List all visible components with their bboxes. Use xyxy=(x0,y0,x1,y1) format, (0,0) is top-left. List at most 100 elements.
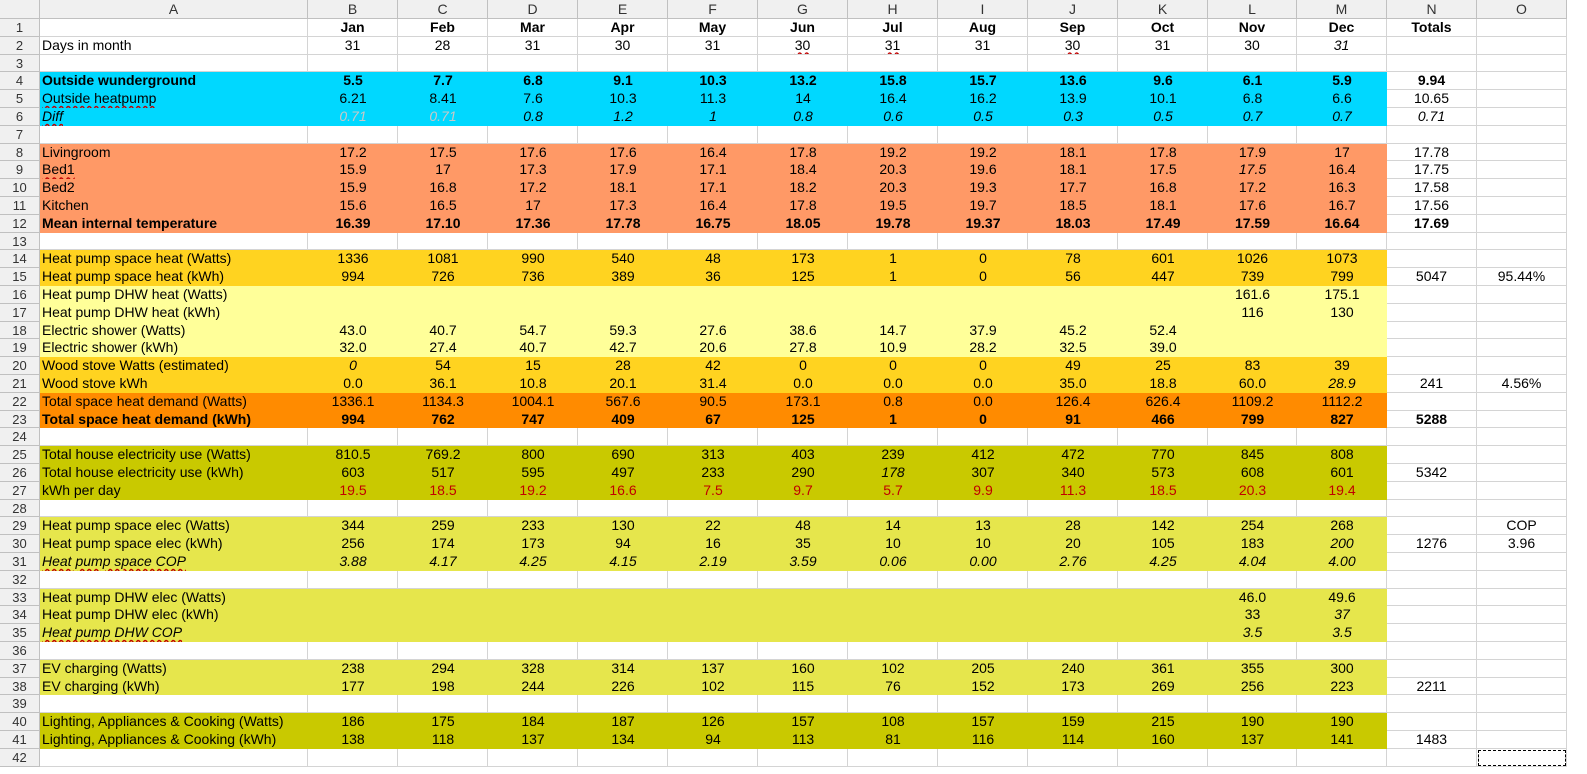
cell-a38[interactable]: EV charging (kWh) xyxy=(40,677,308,696)
cell-c32[interactable] xyxy=(398,570,488,589)
cell-d7[interactable] xyxy=(488,125,578,144)
row-header-22[interactable]: 22 xyxy=(0,392,40,411)
cell-j38[interactable]: 173 xyxy=(1028,677,1118,696)
row-header-35[interactable]: 35 xyxy=(0,624,40,642)
cell-g29[interactable]: 48 xyxy=(758,517,848,536)
cell-m22[interactable]: 1112.2 xyxy=(1297,392,1387,411)
cell-n26[interactable]: 5342 xyxy=(1387,464,1477,482)
cell-k1[interactable]: Oct xyxy=(1118,19,1208,37)
cell-o39[interactable] xyxy=(1477,695,1567,714)
cell-l14[interactable]: 1026 xyxy=(1208,250,1297,269)
cell-l16[interactable]: 161.6 xyxy=(1208,286,1297,304)
cell-k40[interactable]: 215 xyxy=(1118,713,1208,731)
cell-o23[interactable] xyxy=(1477,410,1567,429)
cell-j1[interactable]: Sep xyxy=(1028,19,1118,37)
cell-d38[interactable]: 244 xyxy=(488,677,578,696)
cell-b3[interactable] xyxy=(308,54,398,73)
cell-m7[interactable] xyxy=(1297,125,1387,144)
cell-n41[interactable]: 1483 xyxy=(1387,731,1477,749)
cell-d20[interactable]: 15 xyxy=(488,357,578,375)
cell-c35[interactable] xyxy=(398,624,488,642)
cell-j11[interactable]: 18.5 xyxy=(1028,197,1118,215)
cell-e3[interactable] xyxy=(578,54,668,73)
cell-a11[interactable]: Kitchen xyxy=(40,197,308,215)
row-header-17[interactable]: 17 xyxy=(0,303,40,322)
cell-e19[interactable]: 42.7 xyxy=(578,339,668,358)
row-header-4[interactable]: 4 xyxy=(0,72,40,91)
cell-h35[interactable] xyxy=(848,624,938,642)
cell-i20[interactable]: 0 xyxy=(938,357,1028,375)
cell-l17[interactable]: 116 xyxy=(1208,303,1297,322)
cell-k5[interactable]: 10.1 xyxy=(1118,90,1208,108)
cell-h23[interactable]: 1 xyxy=(848,410,938,429)
cell-m15[interactable]: 799 xyxy=(1297,268,1387,286)
cell-f18[interactable]: 27.6 xyxy=(668,321,758,340)
cell-i12[interactable]: 19.37 xyxy=(938,214,1028,233)
cell-k29[interactable]: 142 xyxy=(1118,517,1208,536)
cell-g38[interactable]: 115 xyxy=(758,677,848,696)
cell-l35[interactable]: 3.5 xyxy=(1208,624,1297,642)
cell-o27[interactable] xyxy=(1477,481,1567,500)
cell-a27[interactable]: kWh per day xyxy=(40,481,308,500)
cell-e29[interactable]: 130 xyxy=(578,517,668,536)
cell-m42[interactable] xyxy=(1297,748,1387,767)
cell-f4[interactable]: 10.3 xyxy=(668,72,758,91)
cell-g13[interactable] xyxy=(758,232,848,251)
cell-h13[interactable] xyxy=(848,232,938,251)
cell-j18[interactable]: 45.2 xyxy=(1028,321,1118,340)
cell-h18[interactable]: 14.7 xyxy=(848,321,938,340)
column-header-g[interactable]: G xyxy=(758,0,848,19)
cell-o16[interactable] xyxy=(1477,286,1567,304)
cell-h36[interactable] xyxy=(848,642,938,660)
cell-j33[interactable] xyxy=(1028,588,1118,607)
cell-a5[interactable]: Outside heatpump xyxy=(40,90,308,108)
column-header-h[interactable]: H xyxy=(848,0,938,19)
cell-k8[interactable]: 17.8 xyxy=(1118,143,1208,162)
cell-d26[interactable]: 595 xyxy=(488,464,578,482)
cell-f9[interactable]: 17.1 xyxy=(668,161,758,180)
cell-d2[interactable]: 31 xyxy=(488,36,578,55)
cell-m6[interactable]: 0.7 xyxy=(1297,108,1387,126)
cell-k38[interactable]: 269 xyxy=(1118,677,1208,696)
cell-b31[interactable]: 3.88 xyxy=(308,553,398,571)
cell-l28[interactable] xyxy=(1208,499,1297,518)
cell-m26[interactable]: 601 xyxy=(1297,464,1387,482)
cell-i17[interactable] xyxy=(938,303,1028,322)
cell-j39[interactable] xyxy=(1028,695,1118,714)
cell-n6[interactable]: 0.71 xyxy=(1387,108,1477,126)
cell-j7[interactable] xyxy=(1028,125,1118,144)
cell-g3[interactable] xyxy=(758,54,848,73)
cell-n18[interactable] xyxy=(1387,321,1477,340)
cell-l12[interactable]: 17.59 xyxy=(1208,214,1297,233)
cell-i37[interactable]: 205 xyxy=(938,659,1028,678)
cell-b18[interactable]: 43.0 xyxy=(308,321,398,340)
cell-l33[interactable]: 46.0 xyxy=(1208,588,1297,607)
cell-i26[interactable]: 307 xyxy=(938,464,1028,482)
cell-j6[interactable]: 0.3 xyxy=(1028,108,1118,126)
cell-g9[interactable]: 18.4 xyxy=(758,161,848,180)
cell-k10[interactable]: 16.8 xyxy=(1118,179,1208,197)
cell-c14[interactable]: 1081 xyxy=(398,250,488,269)
cell-d42[interactable] xyxy=(488,748,578,767)
cell-h4[interactable]: 15.8 xyxy=(848,72,938,91)
cell-f42[interactable] xyxy=(668,748,758,767)
cell-b21[interactable]: 0.0 xyxy=(308,375,398,393)
cell-k20[interactable]: 25 xyxy=(1118,357,1208,375)
cell-n20[interactable] xyxy=(1387,357,1477,375)
cell-e6[interactable]: 1.2 xyxy=(578,108,668,126)
cell-g39[interactable] xyxy=(758,695,848,714)
cell-g42[interactable] xyxy=(758,748,848,767)
cell-b30[interactable]: 256 xyxy=(308,535,398,553)
cell-m16[interactable]: 175.1 xyxy=(1297,286,1387,304)
cell-e33[interactable] xyxy=(578,588,668,607)
cell-o19[interactable] xyxy=(1477,339,1567,358)
cell-g16[interactable] xyxy=(758,286,848,304)
cell-d24[interactable] xyxy=(488,428,578,447)
cell-j10[interactable]: 17.7 xyxy=(1028,179,1118,197)
cell-d34[interactable] xyxy=(488,606,578,625)
cell-k11[interactable]: 18.1 xyxy=(1118,197,1208,215)
cell-m17[interactable]: 130 xyxy=(1297,303,1387,322)
cell-c13[interactable] xyxy=(398,232,488,251)
cell-b33[interactable] xyxy=(308,588,398,607)
cell-i25[interactable]: 412 xyxy=(938,446,1028,464)
